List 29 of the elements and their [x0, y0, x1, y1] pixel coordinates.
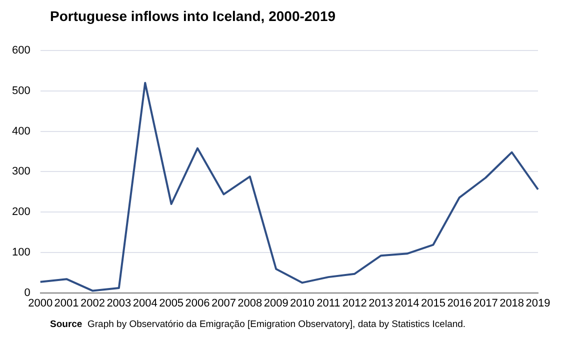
y-tick-label: 300 — [12, 166, 30, 178]
x-tick-label: 2011 — [316, 297, 340, 310]
x-tick-label: 2001 — [54, 297, 79, 310]
x-tick-label: 2002 — [80, 297, 105, 310]
x-tick-label: 2013 — [368, 297, 394, 310]
x-tick-label: 2006 — [185, 297, 210, 310]
y-tick-label: 200 — [12, 206, 30, 218]
x-tick-label: 2008 — [238, 297, 262, 310]
x-tick-label: 2017 — [473, 297, 498, 310]
x-tick-label: 2000 — [28, 297, 53, 310]
x-tick-label: 2016 — [447, 297, 472, 310]
x-tick-label: 2004 — [132, 297, 158, 310]
x-tick-label: 2005 — [159, 297, 184, 310]
x-tick-label: 2015 — [420, 297, 446, 310]
source-note: Source Graph by Observatório da Emigração [Emigration Observatory], data by Statistics Iceland. — [50, 319, 466, 330]
y-tick-label: 600 — [12, 44, 30, 57]
x-tick-label: 2019 — [526, 297, 550, 310]
y-tick-label: 500 — [12, 85, 30, 97]
x-tick-label: 2010 — [290, 297, 315, 310]
x-tick-label: 2018 — [500, 297, 524, 310]
chart-title: Portuguese inflows into Iceland, 2000-2019 — [50, 8, 336, 24]
y-tick-label: 100 — [12, 246, 30, 258]
x-tick-label: 2009 — [264, 297, 288, 310]
y-tick-label: 0 — [24, 286, 30, 299]
x-tick-label: 2012 — [342, 297, 367, 310]
x-tick-label: 2003 — [106, 297, 132, 310]
y-tick-label: 400 — [12, 125, 30, 138]
x-tick-label: 2014 — [394, 297, 420, 310]
x-tick-label: 2007 — [211, 297, 236, 310]
